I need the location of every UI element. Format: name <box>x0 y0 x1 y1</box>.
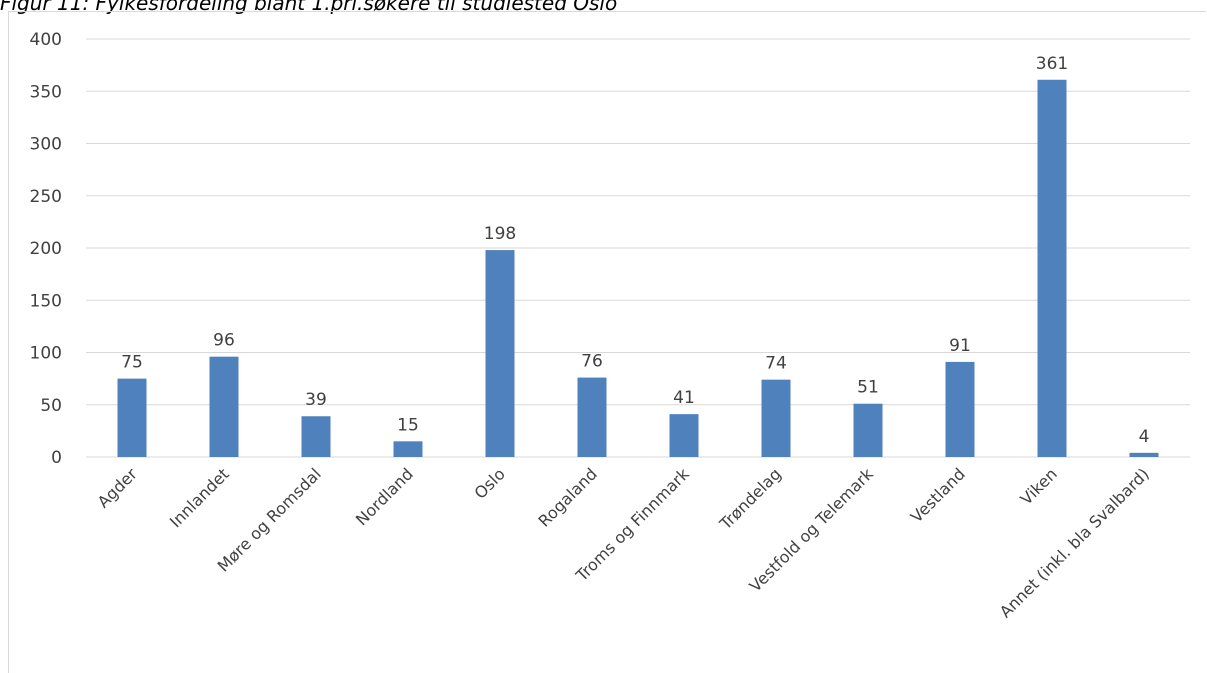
data-label: 198 <box>484 224 516 244</box>
x-tick-label: Agder <box>94 464 141 511</box>
data-label: 74 <box>765 354 787 374</box>
x-tick-label: Viken <box>1016 464 1060 508</box>
x-tick-label: Trøndelag <box>715 464 785 534</box>
y-tick-label: 150 <box>30 291 62 311</box>
bar <box>1037 79 1067 457</box>
y-tick-label: 350 <box>30 82 62 102</box>
data-label: 96 <box>213 331 235 351</box>
data-label: 4 <box>1139 427 1150 447</box>
data-label: 76 <box>581 352 603 372</box>
data-label: 15 <box>397 415 419 435</box>
y-tick-label: 400 <box>30 30 62 50</box>
x-tick-label: Vestland <box>907 464 969 526</box>
x-tick-label: Nordland <box>352 464 417 529</box>
data-label: 41 <box>673 388 695 408</box>
bar <box>209 356 239 457</box>
data-label: 39 <box>305 390 327 410</box>
x-tick-label: Innlandet <box>166 464 233 531</box>
bar <box>301 416 331 457</box>
data-label: 51 <box>857 378 879 398</box>
bar <box>117 378 147 457</box>
data-label: 75 <box>121 353 143 373</box>
y-tick-label: 250 <box>30 187 62 207</box>
bar <box>485 250 515 457</box>
y-tick-label: 200 <box>30 239 62 259</box>
data-label: 361 <box>1036 54 1068 74</box>
bar <box>945 361 975 457</box>
bar <box>393 441 423 457</box>
chart-frame <box>8 11 1206 673</box>
x-tick-label: Møre og Romsdal <box>214 464 325 575</box>
y-tick-label: 50 <box>40 396 62 416</box>
x-tick-label: Oslo <box>471 464 509 502</box>
data-label: 91 <box>949 336 971 356</box>
bar <box>1129 452 1159 457</box>
y-tick-label: 100 <box>30 344 62 364</box>
bar <box>853 403 883 457</box>
x-tick-label: Annet (inkl. bla Svalbard) <box>996 464 1153 621</box>
bar <box>669 414 699 457</box>
bar <box>577 377 607 457</box>
y-tick-label: 300 <box>30 135 62 155</box>
y-tick-label: 0 <box>51 448 62 468</box>
x-tick-label: Rogaland <box>535 464 601 530</box>
bar <box>761 379 791 457</box>
